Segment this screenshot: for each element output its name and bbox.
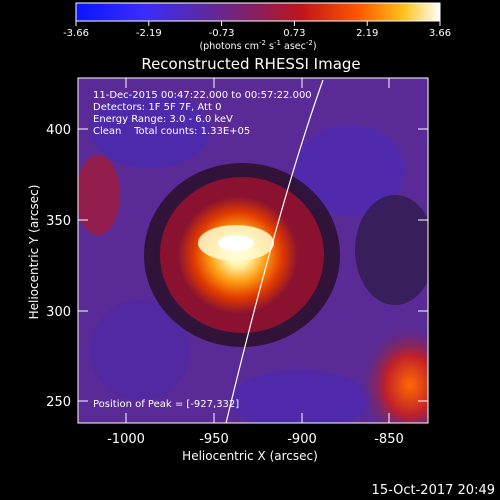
y-tick-label: 350 (46, 214, 71, 229)
colorbar-tick: -2.19 (136, 28, 162, 39)
x-axis-label: Heliocentric X (arcsec) (182, 449, 318, 463)
algorithm-counts-label: Clean Total counts: 1.33E+05 (93, 126, 250, 137)
colorbar-tick: -0.73 (209, 28, 235, 39)
plot-frame (77, 77, 429, 424)
y-tick-label: 300 (46, 305, 71, 320)
colorbar-units: (photons cm-2 s-1 asec-2) (199, 39, 316, 52)
solar-limb (225, 79, 324, 423)
colorbar-tick: 3.66 (429, 28, 451, 39)
y-axis-label: Heliocentric Y (arcsec) (27, 185, 41, 320)
x-tick-label: -900 (287, 432, 317, 447)
y-tick-label: 400 (46, 123, 71, 138)
axis-ticks (78, 78, 428, 423)
peak-position-label: Position of Peak = [-927,332] (93, 399, 239, 410)
detectors-label: Detectors: 1F 5F 7F, Att 0 (93, 102, 221, 113)
colorbar-tick: 0.73 (283, 28, 305, 39)
energy-range-label: Energy Range: 3.0 - 6.0 keV (93, 114, 233, 125)
x-tick-label: -1000 (107, 432, 145, 447)
colorbar-tick: 2.19 (356, 28, 378, 39)
plot-title: Reconstructed RHESSI Image (141, 55, 360, 73)
x-tick-label: -950 (199, 432, 229, 447)
colorbar-tick: -3.66 (63, 28, 89, 39)
footer-timestamp: 15-Oct-2017 20:49 (372, 483, 495, 498)
time-range-label: 11-Dec-2015 00:47:22.000 to 00:57:22.000 (93, 90, 312, 101)
colorbar-gradient (75, 2, 441, 22)
y-tick-label: 250 (46, 395, 71, 410)
colorbar: -3.66 -2.19 -0.73 0.73 2.19 3.66 (photon… (63, 2, 451, 52)
x-tick-label: -850 (374, 432, 404, 447)
rhessi-image (78, 78, 428, 423)
